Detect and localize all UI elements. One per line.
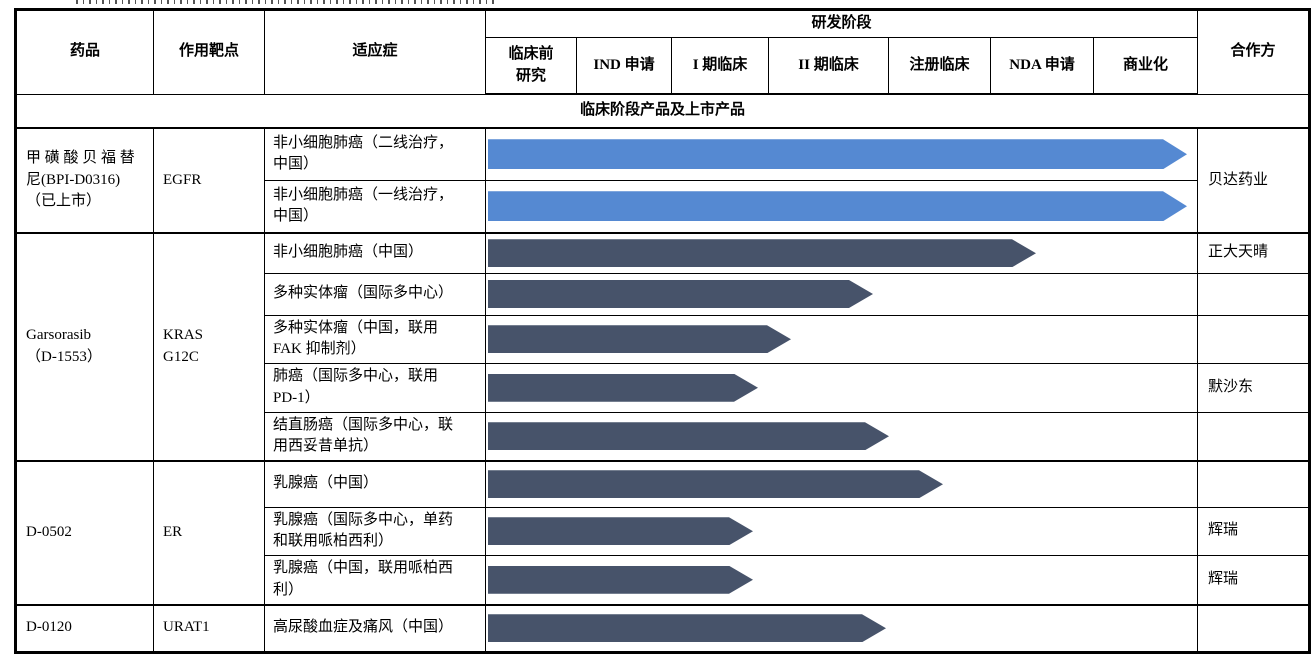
pipeline-table: 药品 作用靶点 适应症 研发阶段 合作方 临床前 研究 IND 申请 I 期临床… <box>14 8 1312 654</box>
partner-cell <box>1197 460 1311 508</box>
table-row: D-0120 URAT1 高尿酸血症及痛风（中国） <box>15 603 1311 653</box>
section-row: 临床阶段产品及上市产品 <box>14 93 1311 129</box>
stage-header-phase2: II 期临床 <box>768 37 889 95</box>
partner-cell <box>1197 603 1311 653</box>
stage-track-cell <box>484 506 1199 556</box>
indication-cell: 多种实体瘤（中国，联用 FAK 抑制剂） <box>264 314 486 364</box>
drug-name-cell: Garsorasib （D-1553） <box>15 232 154 462</box>
col-header-indication: 适应症 <box>264 9 486 95</box>
target-cell: KRAS G12C <box>153 232 265 462</box>
table-row: 多种实体瘤（国际多中心） <box>16 272 1311 316</box>
table-row: Garsorasib （D-1553） KRAS G12C 非小细胞肺癌（中国）… <box>15 232 1311 462</box>
stage-track-cell <box>484 555 1199 605</box>
partner-cell <box>1197 411 1311 462</box>
indication-cell: 乳腺癌（中国，联用哌柏西 利） <box>264 555 486 605</box>
pipeline-arrow <box>488 566 753 594</box>
drug-name-cell: 甲 磺 酸 贝 福 替 尼(BPI-D0316) （已上市） <box>15 127 154 234</box>
stage-header-registration: 注册临床 <box>888 37 991 95</box>
indication-cell: 非小细胞肺癌（中国） <box>264 232 486 274</box>
pipeline-arrow <box>488 280 873 308</box>
target-cell: URAT1 <box>153 603 265 653</box>
header-row-group: 药品 作用靶点 适应症 研发阶段 合作方 <box>15 9 1311 95</box>
stage-header-commercial: 商业化 <box>1092 37 1199 95</box>
partner-cell: 默沙东 <box>1197 363 1311 413</box>
table-row: 多种实体瘤（中国，联用 FAK 抑制剂） <box>16 314 1311 364</box>
partner-cell: 辉瑞 <box>1197 506 1311 556</box>
pipeline-arrow <box>488 374 758 402</box>
drug-name-cell: D-0120 <box>15 603 154 653</box>
col-header-partner: 合作方 <box>1197 9 1311 95</box>
indication-cell: 非小细胞肺癌（二线治疗， 中国） <box>264 127 486 181</box>
pipeline-arrow <box>488 191 1187 221</box>
col-header-drug: 药品 <box>15 9 154 95</box>
stage-track-cell <box>484 232 1199 274</box>
col-header-stage-group: 研发阶段 <box>484 9 1199 38</box>
table-row: 乳腺癌（国际多中心，单药 和联用哌柏西利） 辉瑞 <box>16 506 1311 556</box>
indication-cell: 非小细胞肺癌（一线治疗， 中国） <box>264 179 486 234</box>
stage-header-phase1: I 期临床 <box>671 37 769 95</box>
stage-track-cell <box>484 411 1199 462</box>
clipped-caption-remnant <box>76 0 496 4</box>
header-row-stages: 临床前 研究 IND 申请 I 期临床 II 期临床 注册临床 NDA 申请 商… <box>16 37 1310 95</box>
partner-cell: 贝达药业 <box>1197 127 1311 234</box>
col-header-target: 作用靶点 <box>153 9 265 95</box>
table-row: 非小细胞肺癌（一线治疗， 中国） <box>16 179 1310 234</box>
indication-cell: 结直肠癌（国际多中心，联 用西妥昔单抗） <box>264 411 486 462</box>
table-row: D-0502 ER 乳腺癌（中国） <box>15 460 1311 605</box>
partner-cell <box>1197 314 1311 364</box>
target-cell: EGFR <box>153 127 265 234</box>
stage-header-nda: NDA 申请 <box>990 37 1094 95</box>
drug-name-cell: D-0502 <box>15 460 154 605</box>
stage-track-cell <box>484 460 1199 508</box>
stage-track-cell <box>484 314 1199 364</box>
pipeline-arrow <box>488 517 753 545</box>
pipeline-arrow <box>488 325 791 353</box>
table-row: 肺癌（国际多中心，联用 PD-1） 默沙东 <box>16 363 1311 413</box>
partner-cell: 辉瑞 <box>1197 555 1311 605</box>
pipeline-arrow <box>488 614 886 642</box>
pipeline-arrow <box>488 139 1187 169</box>
section-title: 临床阶段产品及上市产品 <box>14 93 1311 129</box>
stage-track-cell <box>484 603 1199 653</box>
table-row: 甲 磺 酸 贝 福 替 尼(BPI-D0316) （已上市） EGFR 非小细胞… <box>15 127 1311 234</box>
indication-cell: 多种实体瘤（国际多中心） <box>264 272 486 316</box>
pipeline-arrow <box>488 422 889 450</box>
indication-cell: 乳腺癌（中国） <box>264 460 486 508</box>
stage-track-cell <box>484 127 1199 181</box>
pipeline-arrow <box>488 470 943 498</box>
table-row: 乳腺癌（中国，联用哌柏西 利） 辉瑞 <box>16 555 1311 605</box>
indication-cell: 肺癌（国际多中心，联用 PD-1） <box>264 363 486 413</box>
stage-track-cell <box>484 363 1199 413</box>
partner-cell: 正大天晴 <box>1197 232 1311 274</box>
stage-header-preclinical: 临床前 研究 <box>485 37 577 95</box>
stage-track-cell <box>484 272 1199 316</box>
stage-header-ind: IND 申请 <box>576 37 672 95</box>
pipeline-arrow <box>488 239 1036 267</box>
indication-cell: 乳腺癌（国际多中心，单药 和联用哌柏西利） <box>264 506 486 556</box>
stage-track-cell <box>484 179 1199 234</box>
target-cell: ER <box>153 460 265 605</box>
partner-cell <box>1197 272 1311 316</box>
indication-cell: 高尿酸血症及痛风（中国） <box>264 603 486 653</box>
